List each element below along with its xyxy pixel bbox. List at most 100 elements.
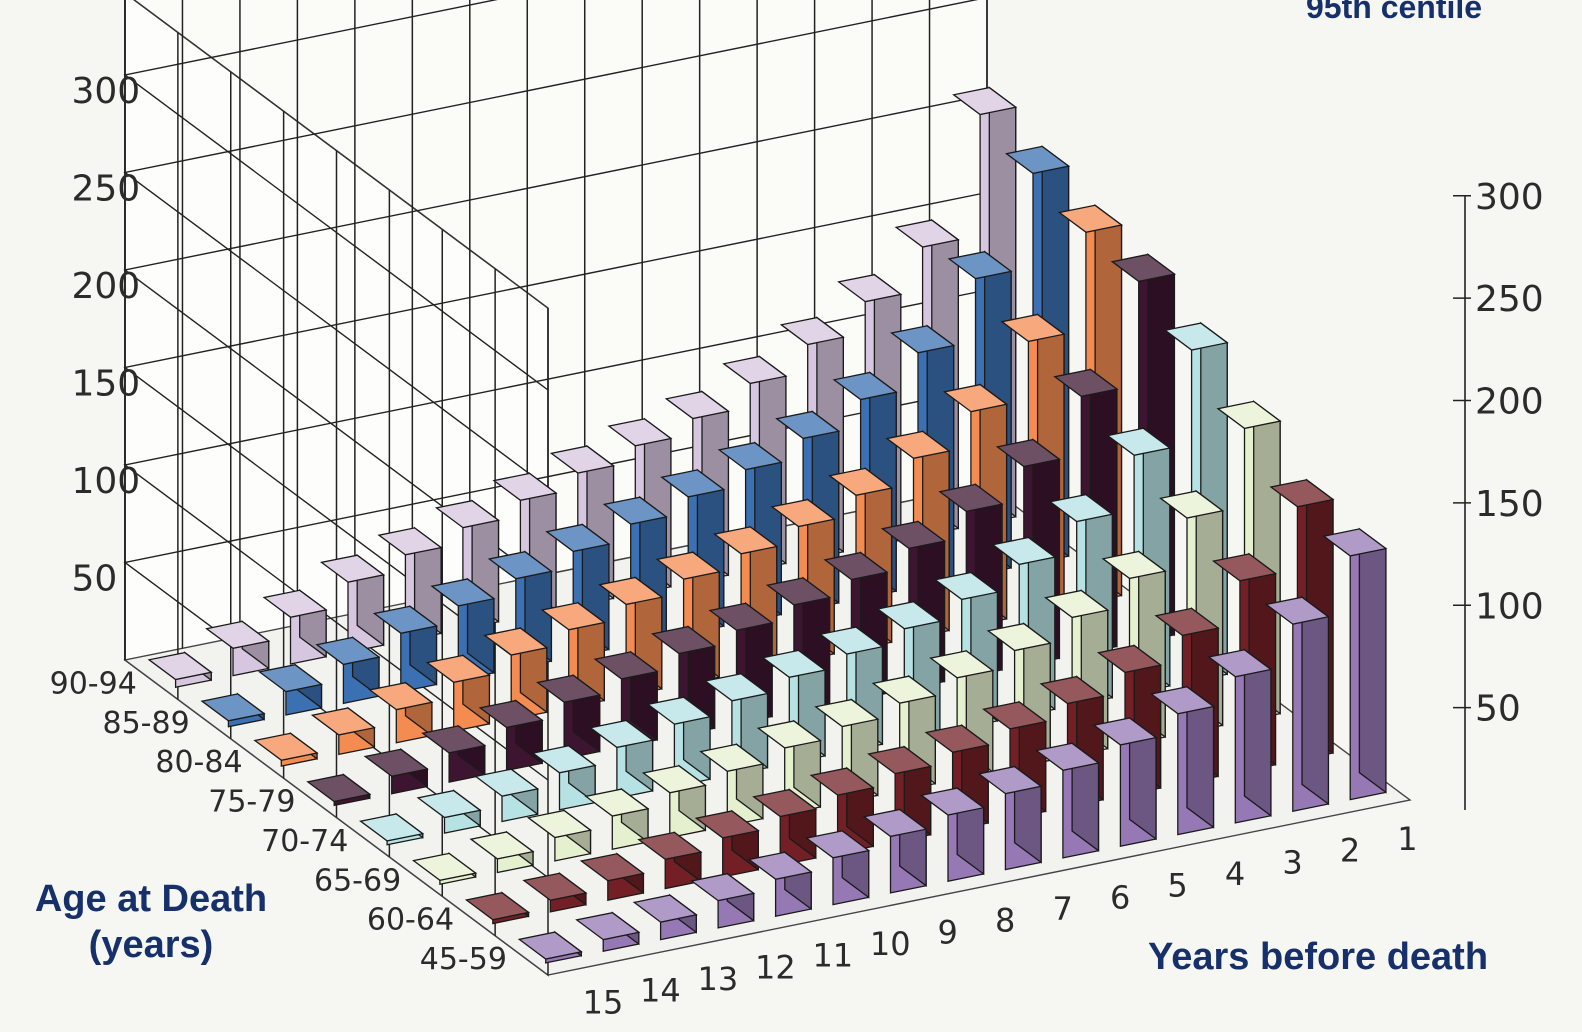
bar-top	[805, 830, 871, 859]
bar	[262, 589, 328, 665]
bar-top	[765, 577, 832, 606]
bar-top	[775, 410, 841, 440]
bar-top	[991, 536, 1057, 566]
bar	[575, 911, 641, 953]
bar-top	[664, 390, 730, 420]
bar-top	[655, 551, 721, 580]
z-tick-left: 300	[72, 71, 141, 112]
bar-top	[147, 651, 213, 681]
bar	[862, 808, 928, 894]
age-axis-title: Age at Death (years)	[34, 878, 268, 966]
bar-top	[1149, 686, 1216, 715]
bar-top	[952, 86, 1018, 116]
bar-top	[1048, 493, 1114, 523]
bar	[752, 788, 818, 866]
age-tick-label: 75-79	[208, 785, 295, 820]
bar-top	[747, 851, 813, 880]
bar-top	[372, 605, 439, 634]
bar-top	[526, 809, 593, 839]
bar	[310, 706, 376, 756]
bar-top	[1110, 253, 1176, 283]
bar	[579, 852, 645, 901]
bar-top	[536, 674, 602, 703]
bar-top	[483, 627, 549, 656]
x-tick-label: 11	[812, 937, 853, 975]
bar	[1149, 685, 1216, 836]
bar-top	[756, 720, 822, 749]
bar-top	[995, 438, 1061, 468]
bar-top	[1264, 596, 1330, 625]
age-tick-label: 80-84	[155, 745, 242, 780]
bar-top	[986, 622, 1052, 652]
bar-top	[890, 325, 956, 354]
bar	[977, 765, 1043, 871]
bar-top	[469, 831, 535, 860]
bar	[315, 636, 381, 705]
bar	[200, 692, 266, 728]
bar-top	[699, 743, 765, 772]
x-tick-label: 13	[698, 960, 739, 998]
bar	[257, 663, 324, 716]
bar	[1207, 648, 1273, 824]
x-tick-label: 7	[1052, 890, 1072, 928]
z-tick-right: 100	[1475, 586, 1544, 627]
bar-top	[770, 498, 836, 528]
bar	[372, 605, 439, 693]
bar	[474, 767, 540, 823]
grid-line	[123, 94, 988, 586]
bar-top	[871, 675, 937, 704]
bar-top	[540, 602, 606, 631]
bar	[319, 553, 386, 654]
bar-top	[319, 554, 386, 583]
z-tick-right: 200	[1475, 382, 1544, 423]
bar-top	[1207, 649, 1273, 678]
age-tick-label: 70-74	[261, 824, 348, 859]
bar-top	[1269, 479, 1335, 508]
bar	[536, 674, 602, 760]
bar	[205, 620, 271, 677]
x-tick-label: 9	[938, 913, 958, 951]
bar-top	[779, 316, 845, 346]
bar	[526, 809, 593, 862]
bar	[598, 576, 664, 697]
bar-top	[894, 219, 960, 248]
age-tick-label: 45-59	[420, 942, 507, 977]
bar-top	[1163, 322, 1229, 351]
bar	[430, 577, 496, 681]
bar-top	[938, 483, 1004, 513]
bar-top	[828, 467, 894, 496]
z-tick-right: 50	[1475, 689, 1521, 730]
age-tick-label: 85-89	[103, 706, 190, 741]
bar	[805, 829, 871, 906]
bar-top	[837, 274, 903, 303]
bar-top	[430, 578, 496, 607]
bar-top	[982, 701, 1048, 730]
bar	[919, 786, 986, 883]
bar-top	[368, 682, 434, 711]
bar-top	[876, 601, 942, 630]
bar-top	[814, 698, 880, 728]
x-tick-label: 8	[995, 902, 1015, 940]
bar-top	[306, 773, 372, 803]
age-tick-label: 60-64	[367, 903, 454, 938]
bar-top	[377, 527, 443, 556]
z-tick-left: 100	[72, 461, 141, 502]
bar-top	[637, 831, 703, 860]
bar-top	[752, 788, 818, 818]
z-tick-left: 200	[72, 266, 141, 307]
grid-line	[123, 0, 549, 391]
bar-top	[363, 748, 429, 777]
x-tick-label: 10	[870, 925, 911, 963]
z-tick-right: 250	[1475, 279, 1544, 320]
bar	[411, 852, 478, 885]
bar-top	[200, 693, 266, 722]
bar-top	[310, 707, 376, 736]
bar-top	[575, 912, 641, 941]
bar-side	[1301, 595, 1330, 806]
bar-top	[761, 649, 827, 678]
x-tick-label: 15	[583, 983, 624, 1021]
z-tick-right: 300	[1475, 177, 1544, 218]
